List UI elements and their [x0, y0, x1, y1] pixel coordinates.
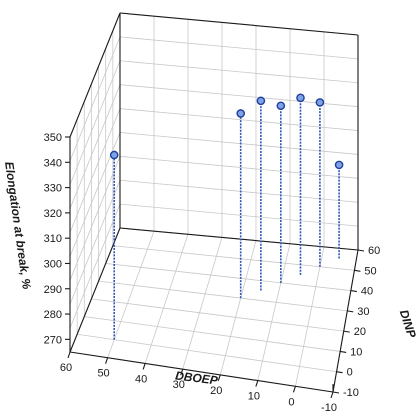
y-tick-mark — [332, 391, 340, 394]
x-tick-label: 10 — [248, 391, 260, 403]
y-tick-label: 20 — [354, 326, 366, 338]
floor-grid-line — [91, 298, 344, 332]
z-tick-label: 340 — [44, 157, 62, 169]
wall-grid-line — [69, 156, 121, 281]
y-tick-label: -10 — [343, 387, 359, 399]
y-tick-mark — [357, 249, 365, 252]
floor-grid-line — [182, 237, 223, 370]
wall-grid-line — [69, 36, 121, 162]
floor-grid-line — [77, 333, 337, 373]
frame-edge — [69, 227, 121, 353]
x-tick-label: 30 — [173, 379, 185, 391]
wall-grid-line — [119, 132, 359, 155]
y-tick-label: 0 — [347, 367, 353, 379]
x-tick-label: 50 — [97, 368, 109, 380]
wall-grid-line — [69, 84, 121, 209]
floor-grid-line — [257, 243, 291, 381]
x-tick-mark — [330, 391, 334, 399]
data-point — [236, 109, 245, 118]
x-tick-mark — [105, 357, 109, 364]
data-point — [276, 101, 286, 111]
floor-grid-line — [144, 234, 189, 364]
y-tick-mark — [354, 269, 361, 272]
frame-edge — [119, 12, 359, 36]
y-tick-mark — [343, 330, 350, 333]
z-tick-label: 280 — [44, 309, 62, 321]
x-tick-label: -10 — [321, 402, 337, 412]
z-tick-label: 310 — [44, 233, 62, 245]
data-point — [334, 160, 344, 170]
x-axis-label: DBOEP — [174, 368, 219, 387]
y-tick-label: 30 — [357, 306, 369, 318]
data-point — [296, 93, 305, 103]
floor-grid-line — [98, 280, 348, 312]
wall-grid-line — [69, 180, 121, 305]
data-point — [256, 96, 266, 106]
frame-edge — [332, 249, 359, 393]
axis-frame — [65, 12, 365, 399]
frame-edge — [119, 227, 359, 251]
y-tick-mark — [350, 290, 357, 293]
grid-lines — [69, 12, 359, 393]
drop-lines — [113, 97, 340, 340]
floor-grid-line — [219, 240, 257, 375]
tick-labels: 60 50 40 30 20 10 0 -10 -10 0 10 20 30 40 50 60 270 280 29… — [44, 132, 381, 412]
z-tick-label: 270 — [44, 334, 62, 346]
y-tick-mark — [336, 371, 343, 374]
y-tick-label: 60 — [368, 245, 380, 257]
x-tick-label: 20 — [210, 385, 222, 397]
frame-edge — [69, 12, 121, 138]
floor-grid-line — [84, 316, 341, 352]
z-tick-label: 290 — [44, 284, 62, 296]
y-tick-label: 40 — [361, 286, 373, 298]
z-tick-label: 320 — [44, 208, 62, 220]
wall-grid-line — [119, 60, 359, 84]
wall-grid-line — [119, 179, 359, 203]
floor-grid-line — [105, 263, 351, 291]
x-tick-mark — [217, 374, 221, 382]
wall-grid-line — [119, 36, 359, 60]
z-tick-label: 330 — [44, 183, 62, 195]
frame-edge — [69, 351, 334, 393]
y-tick-label: 10 — [350, 346, 362, 358]
z-tick-label: 300 — [44, 258, 62, 270]
floor-grid-line — [295, 246, 325, 387]
x-tick-mark — [67, 351, 71, 359]
floor-grid-line — [107, 231, 155, 358]
y-axis-label: DINP — [397, 308, 416, 341]
wall-grid-line — [69, 203, 121, 329]
data-point — [315, 98, 325, 107]
x-tick-mark — [142, 363, 146, 370]
wall-grid-line — [119, 155, 359, 179]
wall-grid-line — [69, 108, 121, 233]
floor-grid-line — [112, 245, 355, 271]
y-tick-mark — [340, 350, 347, 353]
x-tick-label: 40 — [135, 373, 147, 385]
y-tick-mark — [347, 310, 354, 313]
wall-grid-line — [69, 60, 121, 185]
wall-grid-line — [119, 108, 359, 131]
x-tick-label: 60 — [60, 362, 72, 374]
x-tick-mark — [255, 380, 259, 387]
data-markers — [109, 93, 344, 170]
x-tick-mark — [180, 368, 184, 376]
z-tick-label: 350 — [44, 132, 62, 144]
x-tick-mark — [292, 386, 296, 393]
data-point — [109, 150, 119, 160]
z-axis-label: Elongation at break, % — [2, 161, 34, 291]
x-tick-label: 0 — [288, 396, 294, 408]
wall-grid-line — [119, 203, 359, 227]
y-tick-label: 50 — [364, 265, 376, 277]
